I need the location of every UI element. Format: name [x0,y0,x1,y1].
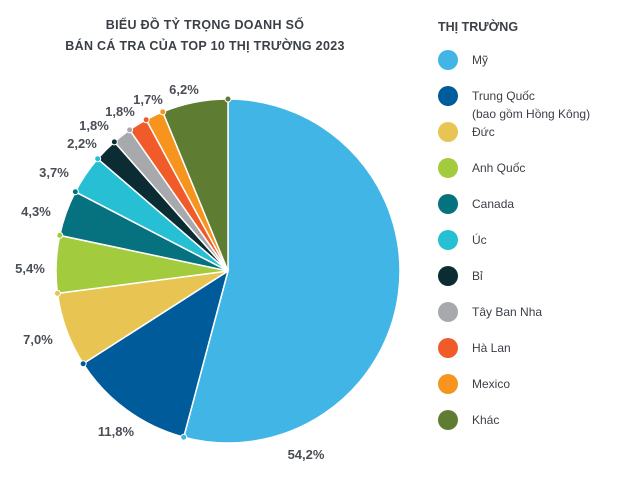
legend-item-7: Tây Ban Nha [438,300,623,336]
legend-swatch-0 [438,50,458,70]
data-label-6: 2,2% [67,136,97,151]
data-label-2: 7,0% [23,332,53,347]
legend-swatch-8 [438,338,458,358]
slice-marker-1 [79,360,87,368]
legend-title: THỊ TRƯỜNG [438,20,519,34]
chart-title-line-1: BIỂU ĐỒ TỶ TRỌNG DOANH SỐ [105,18,305,32]
legend-label-8: Hà Lan [472,341,511,355]
legend-label-10: Khác [472,413,500,427]
chart-title-line-2: BÁN CÁ TRA CỦA TOP 10 THỊ TRƯỜNG 2023 [65,39,345,53]
legend-item-0: Mỹ [438,48,623,84]
data-label-0: 54,2% [288,447,325,462]
slice-marker-0 [180,433,188,441]
legend-item-2: Đức [438,120,623,156]
slice-marker-9 [159,108,167,116]
legend-label-1: Trung Quốc (bao gồm Hồng Kông) [472,89,591,121]
legend-item-8: Hà Lan [438,336,623,372]
data-label-4: 4,3% [21,204,51,219]
legend-swatch-9 [438,374,458,394]
legend-swatch-4 [438,194,458,214]
legend-swatch-1 [438,86,458,106]
data-label-5: 3,7% [39,165,69,180]
legend-item-3: Anh Quốc [438,156,623,192]
data-label-1: 11,8% [98,424,135,439]
legend-swatch-2 [438,122,458,142]
legend-swatch-5 [438,230,458,250]
data-label-7: 1,8% [79,118,109,133]
pie-slice-0 [182,98,401,444]
data-label-10: 6,2% [169,82,199,97]
legend-label-7: Tây Ban Nha [472,305,543,319]
legend-label-2: Đức [472,125,495,139]
legend-label-4: Canada [472,197,515,211]
legend-swatch-6 [438,266,458,286]
legend-label-0: Mỹ [472,53,488,67]
slice-marker-4 [71,188,79,196]
slice-marker-3 [56,231,64,239]
legend-label-9: Mexico [472,377,511,391]
legend-item-1: Trung Quốc (bao gồm Hồng Kông) [438,84,623,121]
data-label-9: 1,7% [133,92,163,107]
slice-marker-2 [53,289,61,297]
data-label-3: 5,4% [15,261,45,276]
legend-item-9: Mexico [438,372,623,408]
slice-marker-6 [110,138,118,146]
legend-item-10: Khác [438,408,623,444]
pie-slice-1 [82,269,230,439]
slice-marker-10 [224,95,232,103]
data-label-8: 1,8% [105,104,135,119]
legend-item-6: Bỉ [438,264,623,300]
legend: THỊ TRƯỜNG Mỹ Trung Quốc (bao gồm Hồng Kôn… [438,20,623,444]
legend-label-6: Bỉ [472,269,483,283]
legend-swatch-10 [438,410,458,430]
legend-swatch-3 [438,158,458,178]
legend-label-3: Anh Quốc [472,161,526,175]
legend-item-5: Úc [438,228,623,264]
legend-swatch-7 [438,302,458,322]
slice-marker-8 [142,116,150,124]
slice-marker-7 [126,126,134,134]
slice-marker-5 [94,155,102,163]
legend-label-5: Úc [472,233,487,247]
legend-item-4: Canada [438,192,623,228]
